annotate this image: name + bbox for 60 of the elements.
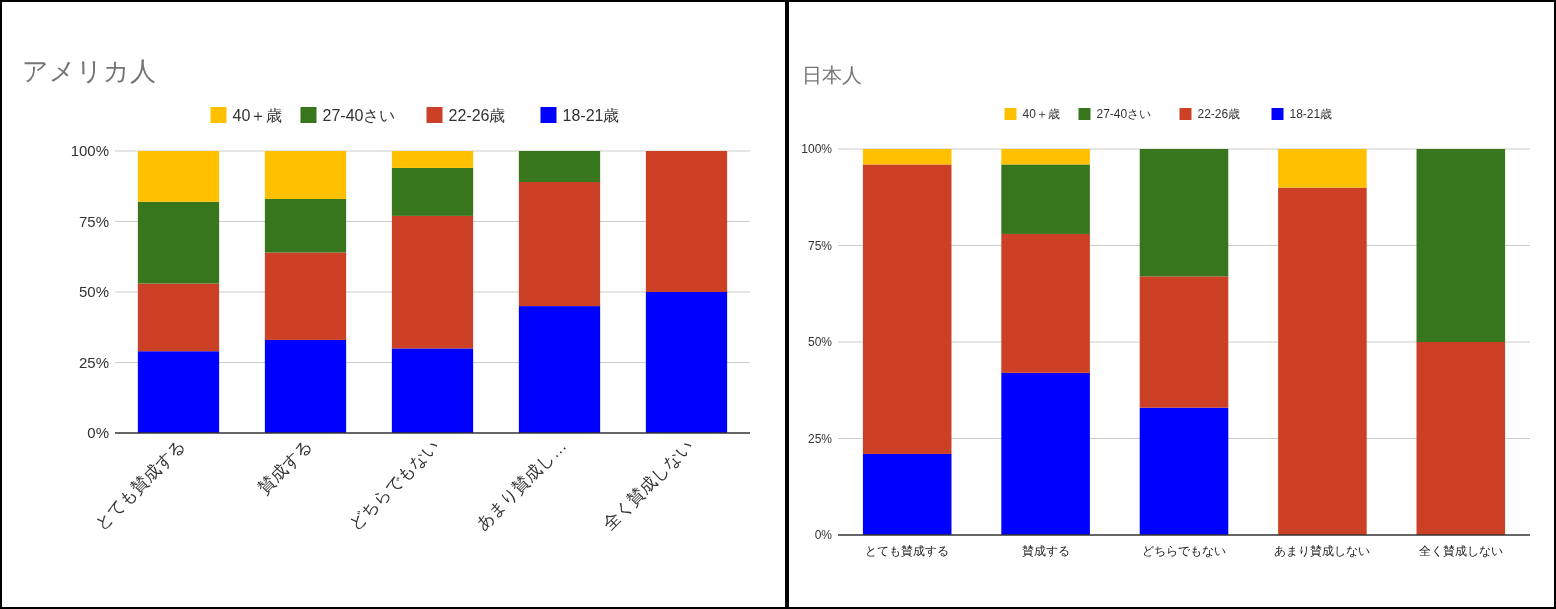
legend-label: 18-21歳 — [562, 106, 620, 124]
y-tick-label: 100% — [801, 142, 833, 157]
legend-label: 18-21歳 — [1289, 107, 1333, 122]
bar — [1001, 164, 1090, 234]
bar — [264, 151, 347, 199]
bar — [264, 198, 347, 253]
y-tick-label: 50% — [78, 283, 109, 301]
bar — [137, 151, 220, 202]
bar — [1139, 276, 1229, 408]
bar — [1416, 149, 1506, 342]
bar — [1001, 372, 1090, 535]
bar — [1278, 149, 1367, 188]
bar — [862, 149, 952, 165]
y-tick-label: 0% — [814, 528, 833, 543]
bar — [645, 292, 728, 433]
bar — [862, 453, 952, 535]
y-tick-label: 50% — [807, 335, 833, 350]
x-tick-label: とても賛成する — [865, 544, 950, 558]
y-tick-label: 25% — [807, 431, 833, 446]
legend-label: 27-40さい — [1096, 107, 1152, 122]
bar — [1139, 407, 1229, 535]
x-tick-label: 全く賛成しない — [599, 436, 698, 534]
bar — [137, 351, 220, 433]
chart-title: アメリカ人 — [22, 56, 156, 86]
bar — [518, 306, 601, 433]
bar — [518, 151, 601, 183]
bar — [518, 182, 601, 307]
bar — [264, 252, 347, 340]
chart-title: 日本人 — [802, 64, 862, 86]
bar — [137, 283, 220, 352]
bar — [391, 348, 474, 433]
legend-label: 22-26歳 — [448, 106, 506, 124]
bar — [862, 164, 952, 454]
x-tick-label: どちらでもない — [345, 436, 444, 534]
x-tick-label: あまり賛成しない — [1274, 544, 1371, 558]
bar — [264, 339, 347, 433]
y-tick-label: 25% — [78, 353, 109, 371]
bar — [1416, 342, 1506, 535]
y-tick-label: 75% — [78, 212, 109, 230]
bar — [645, 151, 728, 292]
x-tick-label: 全く賛成しない — [1418, 544, 1503, 558]
x-tick-label: 賛成する — [1021, 544, 1070, 558]
bar — [1139, 149, 1229, 277]
x-tick-label: どちらでもない — [1142, 544, 1226, 558]
bar — [1278, 187, 1367, 535]
legend-label: 40＋歳 — [1022, 107, 1060, 122]
legend-label: 22-26歳 — [1197, 107, 1241, 122]
x-tick-label: あまり賛成し… — [472, 436, 571, 534]
bar — [391, 151, 474, 168]
legend-label: 27-40さい — [322, 106, 396, 124]
y-tick-label: 100% — [70, 142, 109, 160]
legend-label: 40＋歳 — [232, 106, 283, 124]
y-tick-label: 0% — [87, 424, 109, 442]
bar — [1001, 149, 1090, 165]
y-tick-label: 75% — [807, 238, 833, 253]
bar — [1001, 233, 1090, 373]
bar — [137, 201, 220, 284]
bar — [391, 215, 474, 349]
x-tick-label: 賛成する — [254, 436, 317, 498]
bar — [391, 167, 474, 216]
